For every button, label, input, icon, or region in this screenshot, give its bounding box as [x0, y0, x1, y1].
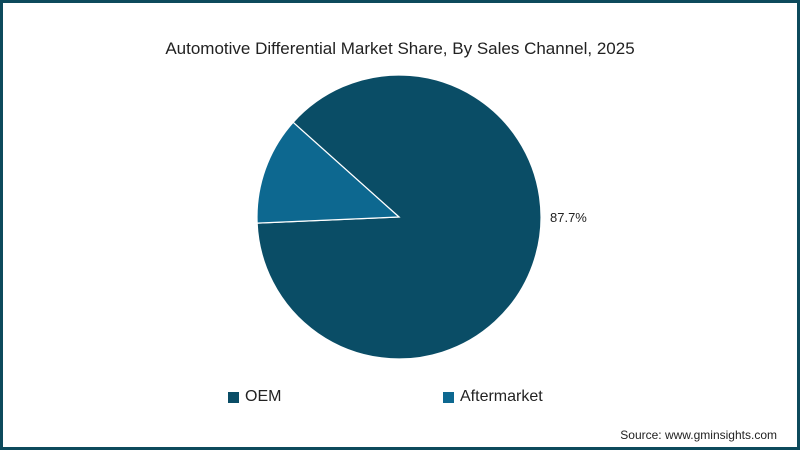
legend-label-oem: OEM — [245, 388, 282, 405]
pie-slice-aftermarket — [256, 121, 401, 224]
legend-label-aftermarket: Aftermarket — [460, 388, 543, 405]
pie-chart: 87.7% — [256, 74, 587, 360]
legend-swatch-oem — [228, 391, 239, 403]
source-note: Source: www.gminsights.com — [620, 428, 777, 442]
legend-item-oem: OEM — [228, 388, 281, 406]
legend-item-aftermarket: Aftermarket — [443, 388, 543, 406]
data-label-oem: 87.7% — [550, 210, 587, 225]
chart-title: Automotive Differential Market Share, By… — [165, 39, 635, 58]
legend-swatch-aftermarket — [443, 391, 454, 403]
